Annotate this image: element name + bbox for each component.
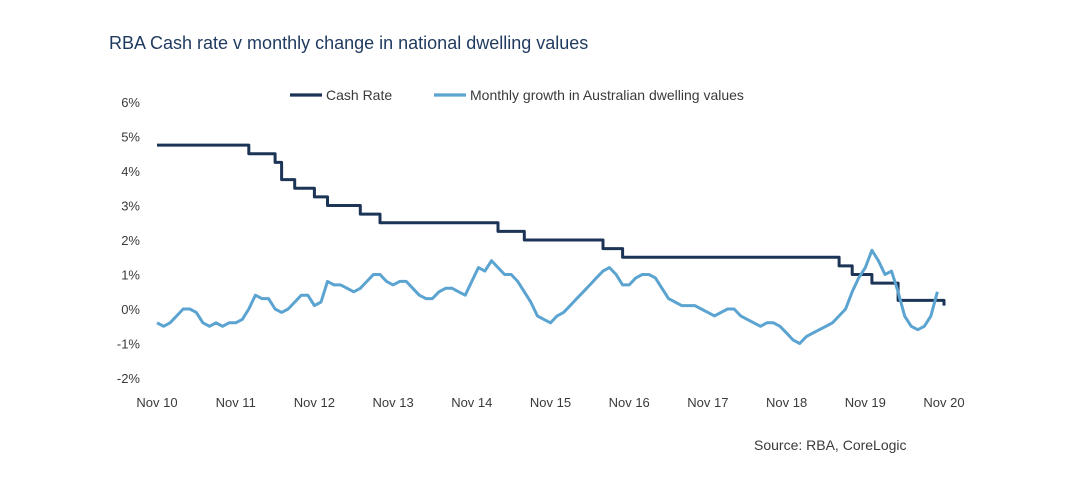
series-line-cash-rate [157, 143, 946, 306]
x-tick-label: Nov 19 [845, 395, 886, 410]
y-tick-label: 5% [121, 130, 140, 145]
y-tick-label: 0% [121, 302, 140, 317]
legend-label-dwelling-growth: Monthly growth in Australian dwelling va… [470, 87, 744, 103]
x-tick-label: Nov 12 [294, 395, 335, 410]
y-tick-label: 4% [121, 164, 140, 179]
y-tick-label: -2% [117, 371, 141, 386]
x-tick-label: Nov 17 [687, 395, 728, 410]
x-tick-label: Nov 16 [609, 395, 650, 410]
y-tick-label: 6% [121, 95, 140, 110]
x-tick-label: Nov 10 [136, 395, 177, 410]
x-axis: Nov 10 Nov 11 Nov 12 Nov 13 Nov 14 Nov 15 Nov … [136, 395, 964, 410]
y-axis: 6% 5% 4% 3% 2% 1% 0% -1% -2% [117, 95, 141, 386]
series-line-dwelling-growth [156, 248, 939, 345]
chart-title: RBA Cash rate v monthly change in nation… [109, 33, 589, 53]
x-tick-label: Nov 20 [923, 395, 964, 410]
source-note: Source: RBA, CoreLogic [754, 437, 907, 453]
y-tick-label: 1% [121, 268, 140, 283]
y-tick-label: 2% [121, 233, 140, 248]
x-tick-label: Nov 13 [372, 395, 413, 410]
legend-label-cash-rate: Cash Rate [326, 87, 392, 103]
legend: Cash Rate Monthly growth in Australian d… [290, 87, 744, 103]
plot-area [156, 143, 946, 345]
x-tick-label: Nov 14 [451, 395, 492, 410]
x-tick-label: Nov 15 [530, 395, 571, 410]
y-tick-label: 3% [121, 199, 140, 214]
y-tick-label: -1% [117, 337, 141, 352]
x-tick-label: Nov 11 [216, 395, 256, 410]
x-tick-label: Nov 18 [766, 395, 807, 410]
